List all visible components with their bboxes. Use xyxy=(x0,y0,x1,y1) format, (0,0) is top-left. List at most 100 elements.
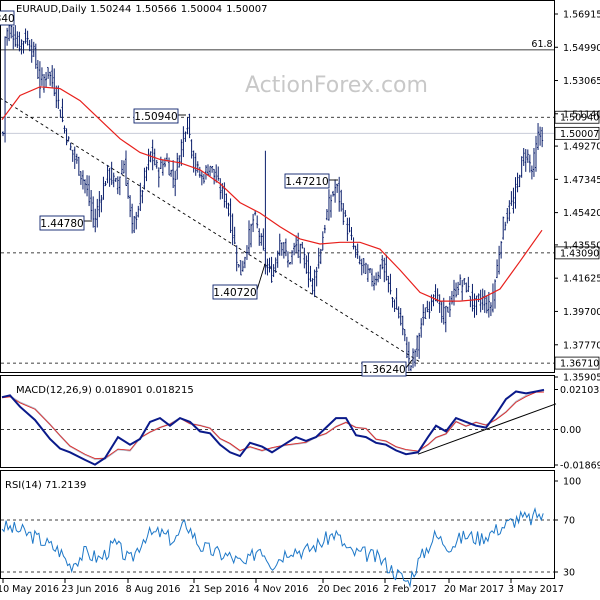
macd-layer xyxy=(1,388,557,466)
price-bar xyxy=(535,135,537,172)
price-bar xyxy=(176,152,179,180)
price-bar xyxy=(26,30,29,46)
price-bar xyxy=(245,245,248,260)
price-bar xyxy=(282,242,285,259)
price-bar xyxy=(100,194,103,213)
price-bar xyxy=(412,348,414,369)
price-bar xyxy=(500,241,503,259)
price-bar xyxy=(38,61,41,99)
price-label-resistance-text: 1.50940 xyxy=(560,113,599,124)
price-bar xyxy=(4,36,7,143)
price-bar xyxy=(450,290,453,305)
price-bar xyxy=(506,207,509,224)
price-bar xyxy=(163,157,166,168)
price-bar xyxy=(131,203,134,234)
price-bar xyxy=(264,150,267,275)
price-bar xyxy=(231,213,234,246)
price-bar xyxy=(530,165,533,180)
rsi-y-tick-label: 70 xyxy=(563,516,575,527)
price-bar xyxy=(434,284,437,302)
price-bar xyxy=(340,189,343,212)
price-bar xyxy=(151,139,154,171)
price-bar xyxy=(24,28,27,44)
price-bar xyxy=(184,131,187,142)
price-bar xyxy=(196,161,199,173)
price-bar xyxy=(360,258,363,276)
price-bar xyxy=(174,170,177,197)
price-label-support-text: 1.43090 xyxy=(560,248,599,259)
price-bar xyxy=(71,149,74,162)
price-bar xyxy=(120,160,123,175)
price-bar xyxy=(227,202,230,217)
price-bar xyxy=(461,279,464,301)
price-bar xyxy=(237,264,240,268)
price-label-current: 1.50007 xyxy=(554,126,600,140)
price-bar xyxy=(47,66,50,79)
price-bar xyxy=(178,155,181,168)
x-tick-label: 3 May 2017 xyxy=(508,584,564,595)
annotation-high: 1.51840 xyxy=(0,10,15,26)
price-bar xyxy=(36,59,39,79)
price-bar xyxy=(102,176,105,200)
price-bar xyxy=(508,200,511,222)
price-bar xyxy=(88,175,91,207)
price-bar xyxy=(207,164,209,175)
price-bar xyxy=(409,365,412,372)
price-bar xyxy=(268,257,271,273)
price-bar xyxy=(116,176,119,195)
price-bar xyxy=(344,210,347,218)
price-bar xyxy=(463,278,466,285)
price-bar xyxy=(465,282,468,293)
price-bar xyxy=(198,166,201,178)
price-bar xyxy=(67,136,70,142)
price-bar xyxy=(98,191,101,218)
watermark: ActionForex.com xyxy=(245,73,428,98)
price-bar xyxy=(348,217,351,233)
ohlc-low: 1.50004 xyxy=(181,4,222,15)
price-bar xyxy=(303,247,306,269)
price-bar xyxy=(217,166,220,181)
x-tick-label: 4 Nov 2016 xyxy=(254,584,309,595)
price-bar xyxy=(457,281,460,295)
price-bar xyxy=(20,39,23,55)
price-bar xyxy=(438,294,441,313)
price-bar xyxy=(520,156,523,178)
price-bar xyxy=(444,305,447,333)
price-bar xyxy=(18,31,21,52)
price-bar xyxy=(96,198,99,228)
price-bar xyxy=(354,245,357,258)
price-bar xyxy=(180,139,183,166)
macd-line xyxy=(1,388,545,466)
price-bar xyxy=(213,168,216,185)
price-bar xyxy=(145,166,148,182)
price-bar xyxy=(315,266,318,287)
price-bar xyxy=(260,233,263,246)
price-bar xyxy=(280,242,283,256)
price-y-tick-label: 1.35905 xyxy=(563,373,600,384)
trend-line xyxy=(0,97,421,363)
price-bar xyxy=(317,247,320,269)
price-bar xyxy=(346,217,349,242)
price-bar xyxy=(375,272,378,286)
price-bar xyxy=(233,226,236,245)
x-tick-label: 10 May 2016 xyxy=(0,584,59,595)
price-bar xyxy=(467,276,470,292)
price-bar xyxy=(399,307,402,326)
price-bar xyxy=(352,237,355,250)
price-bar xyxy=(77,156,80,176)
rsi-line xyxy=(1,506,544,588)
price-panel xyxy=(0,0,555,373)
price-bar xyxy=(30,39,33,63)
price-bar xyxy=(104,180,107,187)
price-chart-title: EURAUD,Daily xyxy=(16,4,87,15)
price-bar xyxy=(73,146,76,169)
price-bar xyxy=(405,336,408,359)
price-bar xyxy=(387,275,390,293)
price-bar xyxy=(110,161,113,185)
rsi-y-tick-label: 30 xyxy=(563,568,575,579)
price-bar xyxy=(86,175,89,197)
price-bar xyxy=(504,221,507,231)
price-bar xyxy=(418,332,421,359)
ohlc-open: 1.50244 xyxy=(90,4,131,15)
